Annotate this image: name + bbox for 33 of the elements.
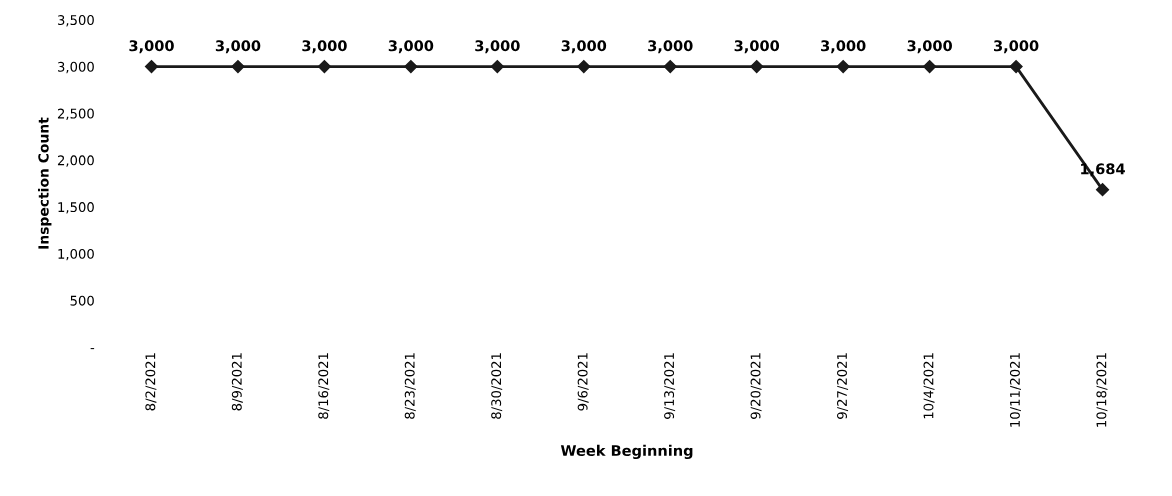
data-label: 3,000 — [648, 40, 693, 54]
data-label: 3,000 — [821, 40, 866, 54]
data-label: 3,000 — [129, 40, 174, 54]
y-tick-label: 500 — [70, 295, 94, 306]
x-tick-label: 8/30/2021 — [491, 353, 503, 419]
y-tick-label: 2,500 — [57, 108, 94, 120]
data-label: 3,000 — [215, 40, 261, 54]
x-tick-label: 10/11/2021 — [1009, 353, 1021, 427]
y-axis-title: Inspection Count — [37, 117, 52, 249]
y-tick-label: 3,500 — [57, 15, 94, 27]
y-tick-label: 1,000 — [58, 248, 94, 261]
data-label: 3,000 — [475, 40, 520, 54]
y-tick-label: 3,000 — [57, 61, 94, 74]
x-axis-title: Week Beginning — [560, 444, 693, 460]
x-tick-label: 9/20/2021 — [750, 353, 762, 419]
data-label: 3,000 — [561, 40, 607, 54]
data-label: 3,000 — [302, 40, 347, 54]
x-tick-label: 10/4/2021 — [923, 353, 935, 419]
x-tick-label: 9/13/2021 — [664, 353, 676, 419]
y-tick-label: 1,500 — [58, 202, 94, 214]
x-tick-label: 8/16/2021 — [318, 353, 330, 419]
x-tick-label: 9/6/2021 — [577, 353, 589, 411]
data-label: 3,000 — [734, 40, 780, 54]
x-tick-label: 8/9/2021 — [231, 353, 243, 411]
y-tick-label: - — [90, 348, 95, 350]
x-tick-label: 9/27/2021 — [837, 353, 849, 419]
x-tick-label: 8/2/2021 — [145, 353, 157, 411]
y-tick-label: 2,000 — [57, 155, 94, 167]
data-label: 3,000 — [907, 40, 952, 54]
data-label: 3,000 — [994, 40, 1039, 54]
data-label: 3,000 — [388, 40, 434, 54]
x-tick-label: 10/18/2021 — [1096, 353, 1108, 427]
x-tick-label: 8/23/2021 — [404, 353, 416, 419]
